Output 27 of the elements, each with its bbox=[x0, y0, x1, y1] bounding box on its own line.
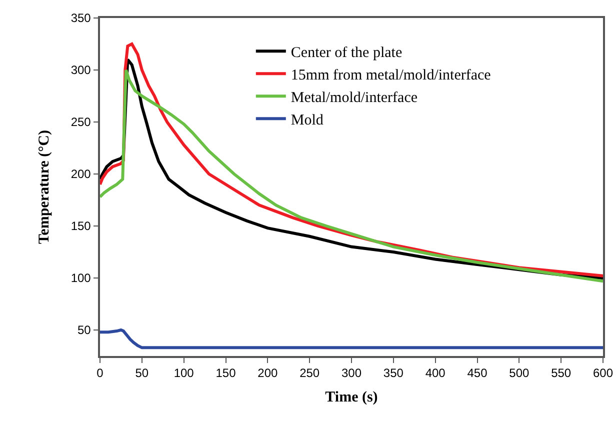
y-tick-label: 350 bbox=[70, 11, 92, 26]
x-tick-label: 50 bbox=[135, 366, 149, 380]
x-axis-title: Time (s) bbox=[325, 390, 378, 406]
x-tick-label: 100 bbox=[174, 366, 194, 380]
x-tick-label: 350 bbox=[383, 366, 404, 380]
legend-label: Mold bbox=[290, 112, 324, 128]
y-tick-label: 250 bbox=[70, 115, 92, 130]
x-tick-label: 450 bbox=[467, 366, 488, 380]
y-tick-label: 150 bbox=[70, 219, 92, 234]
x-tick-label: 550 bbox=[551, 366, 572, 380]
y-tick-label: 100 bbox=[70, 271, 92, 286]
y-tick-label: 300 bbox=[70, 63, 92, 78]
x-tick-label: 500 bbox=[509, 366, 530, 380]
x-tick-label: 400 bbox=[425, 366, 446, 380]
x-tick-label: 200 bbox=[258, 366, 278, 380]
x-tick-label: 150 bbox=[216, 366, 236, 380]
x-tick-label: 0 bbox=[96, 366, 104, 380]
x-tick-label: 250 bbox=[300, 366, 320, 380]
y-axis-title: Temperature (°C) bbox=[36, 130, 53, 244]
y-tick-label: 50 bbox=[77, 323, 92, 338]
y-tick-label: 200 bbox=[70, 167, 92, 182]
line-series bbox=[100, 328, 603, 350]
legend-label: 15mm from metal/mold/interface bbox=[290, 68, 492, 84]
x-tick-label: 300 bbox=[341, 366, 362, 380]
legend-label: Center of the plate bbox=[290, 45, 402, 61]
x-tick-label: 600 bbox=[592, 366, 614, 380]
legend-label: Metal/mold/interface bbox=[290, 90, 418, 106]
